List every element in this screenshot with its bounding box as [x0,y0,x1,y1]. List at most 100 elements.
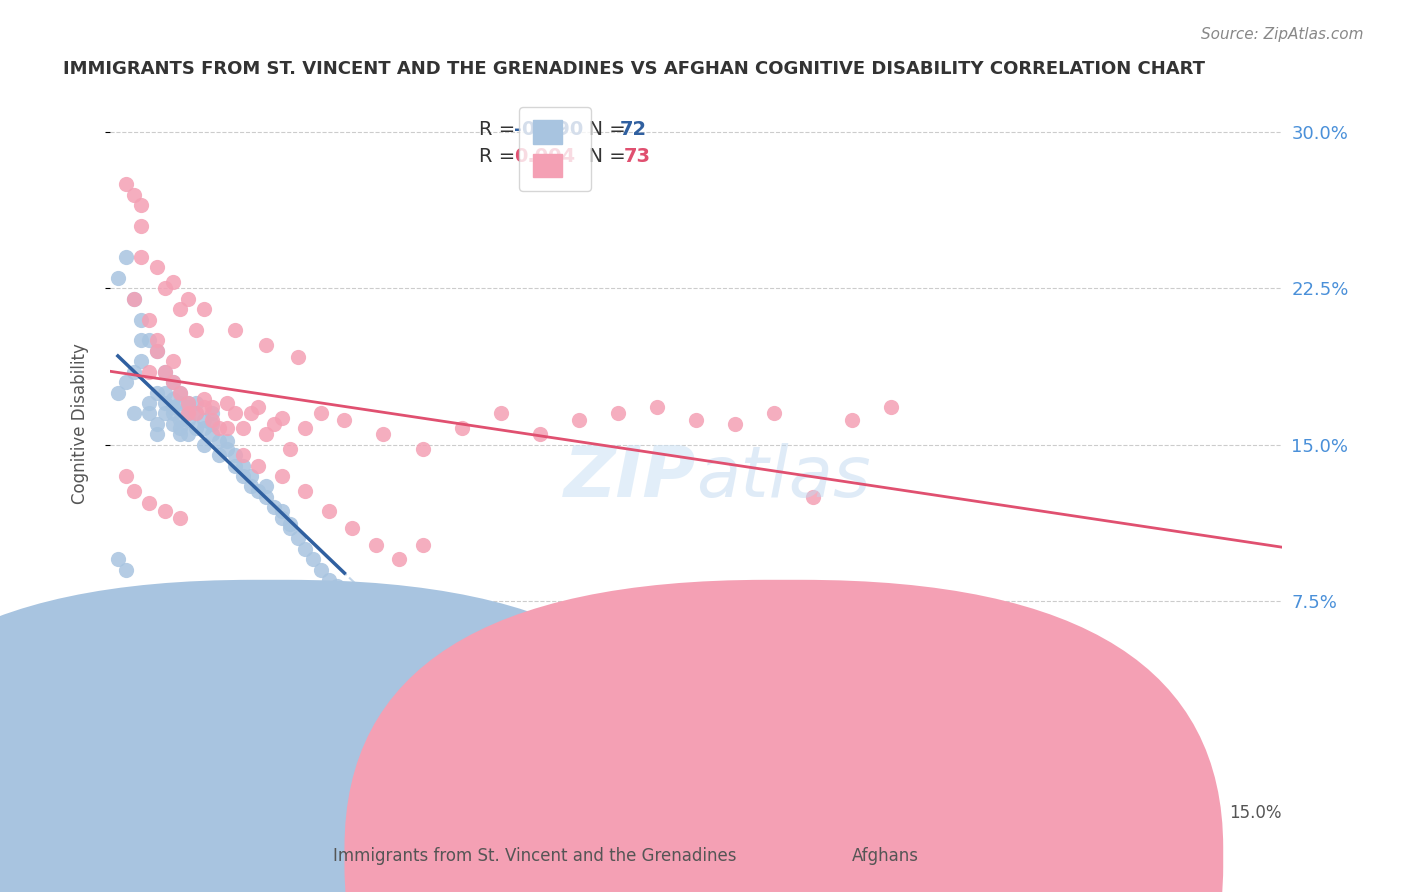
Point [450,421,472,435]
Point [193,392,215,406]
Point [169,385,191,400]
Point [201,406,224,420]
Point [232,448,254,462]
Point [208,434,231,448]
Point [146,260,169,275]
Point [162,400,184,414]
Point [146,417,169,431]
Point [217,434,239,448]
Text: N =: N = [576,147,633,166]
Point [162,417,184,431]
Point [146,343,169,358]
Point [880,400,903,414]
Point [162,375,184,389]
Text: Afghans: Afghans [852,847,920,865]
Point [169,510,191,524]
Point [388,552,411,566]
Point [763,406,786,420]
Point [146,427,169,442]
Text: R =: R = [479,147,522,166]
Point [193,421,215,435]
Point [645,400,668,414]
Point [169,427,191,442]
Point [278,521,301,535]
Text: IMMIGRANTS FROM ST. VINCENT AND THE GRENADINES VS AFGHAN COGNITIVE DISABILITY CO: IMMIGRANTS FROM ST. VINCENT AND THE GREN… [63,60,1205,78]
Point [122,406,145,420]
Point [169,396,191,410]
Point [271,510,294,524]
Point [114,563,136,577]
Point [138,365,160,379]
Point [309,563,332,577]
Point [309,406,332,420]
Point [146,385,169,400]
Point [247,400,270,414]
Point [162,354,184,368]
Point [201,427,224,442]
Text: N =: N = [576,120,633,139]
Point [325,579,347,593]
Point [278,516,301,531]
Point [193,438,215,452]
Point [162,392,184,406]
Point [201,412,224,426]
Point [224,458,246,473]
Point [232,458,254,473]
Point [318,504,340,518]
Point [184,421,207,435]
Point [193,302,215,317]
Point [217,396,239,410]
Point [364,538,387,552]
Point [138,396,160,410]
Text: 72: 72 [620,120,647,139]
Point [169,421,191,435]
Point [263,417,285,431]
Point [153,396,176,410]
Point [287,532,309,546]
Point [114,375,136,389]
Point [177,427,200,442]
Point [208,421,231,435]
Point [177,406,200,420]
Point [162,406,184,420]
Text: Immigrants from St. Vincent and the Grenadines: Immigrants from St. Vincent and the Gren… [333,847,735,865]
Point [193,400,215,414]
Point [122,292,145,306]
Point [131,250,153,264]
Point [153,365,176,379]
Point [232,469,254,483]
Point [254,427,277,442]
Point [169,412,191,426]
Point [138,496,160,510]
Point [201,417,224,431]
Point [131,312,153,326]
Point [177,292,200,306]
Point [184,406,207,420]
Point [177,400,200,414]
Point [153,281,176,295]
Point [489,406,512,420]
Point [177,396,200,410]
Text: 15.0%: 15.0% [1229,804,1282,822]
Point [217,421,239,435]
Point [169,302,191,317]
Point [122,365,145,379]
Point [131,334,153,348]
Point [224,323,246,337]
Point [153,365,176,379]
Point [254,337,277,351]
Point [333,412,356,426]
Point [294,541,316,556]
Text: ZIP: ZIP [564,442,696,512]
Point [217,442,239,456]
Point [153,504,176,518]
Point [271,504,294,518]
Point [122,187,145,202]
Point [287,350,309,364]
Point [107,271,129,285]
Point [263,500,285,515]
Point [114,250,136,264]
Text: -0.190: -0.190 [515,120,583,139]
Point [685,412,707,426]
Point [271,469,294,483]
